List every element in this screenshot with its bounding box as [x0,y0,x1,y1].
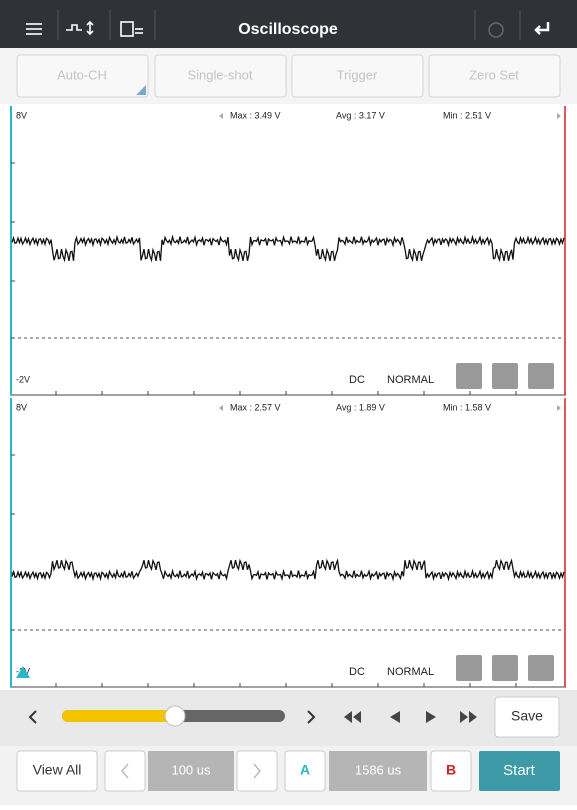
marker [16,666,30,678]
slider-fill [62,710,175,722]
cursor-a-button[interactable] [284,750,326,792]
min: Min : 1.58 V [443,402,491,412]
panel-tool[interactable] [528,655,554,681]
mode-button[interactable] [291,54,424,98]
next-button[interactable] [307,710,316,724]
mode: NORMAL [387,374,434,386]
max: Max : 2.57 V [230,402,281,412]
mode-label: Single-shot [187,67,252,82]
min: Min : 2.51 V [443,110,491,120]
arrow [557,113,561,119]
arrow [557,405,561,411]
save-label: Save [511,708,543,724]
waveform [11,558,565,582]
bottom-label: -2V [16,374,30,384]
view-all-button[interactable] [16,750,98,792]
coupling: DC [349,374,365,386]
mode: NORMAL [387,666,434,678]
avg: Avg : 1.89 V [336,402,385,412]
cursor-time-box [329,751,427,791]
back-icon[interactable] [534,22,550,35]
chevron [121,763,129,779]
coupling: DC [349,666,365,678]
time-down[interactable] [104,750,146,792]
time-div-box [148,751,234,791]
transport[interactable] [344,711,477,723]
panel-bg [10,106,566,395]
prev-button[interactable] [28,710,37,724]
cursor-b: B [446,762,456,778]
mode-label: Trigger [337,67,378,82]
mode-button[interactable] [428,54,561,98]
view-all-label: View All [33,762,82,778]
mode-label: Zero Set [469,67,519,82]
start-label: Start [503,762,536,779]
max: Max : 3.49 V [230,110,281,120]
panel-bg [10,398,566,687]
chevron [253,763,261,779]
mode-label: Auto-CH [57,67,107,82]
title: Oscilloscope [238,21,338,38]
mode-button[interactable] [154,54,287,98]
panel-tool[interactable] [528,363,554,389]
mode-button[interactable] [16,54,149,98]
panel-tool[interactable] [492,655,518,681]
time-div: 100 us [171,762,211,777]
waveform [11,234,565,263]
arrow [219,113,223,119]
arrow [219,405,223,411]
panel-tool[interactable] [456,655,482,681]
panel-tool[interactable] [492,363,518,389]
start-button[interactable] [479,751,560,791]
refresh-icon[interactable] [488,22,504,38]
corner-mark [136,85,146,95]
avg: Avg : 3.17 V [336,110,385,120]
cursor-b-button[interactable] [430,750,472,792]
channel-panel: 8V Max : 3.49 V Avg : 3.17 V Min : 2.51 V -2… [10,106,566,396]
slider-knob[interactable] [164,705,186,727]
save-button[interactable] [494,696,560,738]
toolbar [0,0,577,48]
panel-tool[interactable] [456,363,482,389]
cursor-time: 1586 us [355,762,402,777]
top-label: 8V [16,110,27,120]
toolbar-icons[interactable] [26,20,143,37]
cursor-a: A [300,762,310,778]
top-label: 8V [16,402,27,412]
time-up[interactable] [236,750,278,792]
